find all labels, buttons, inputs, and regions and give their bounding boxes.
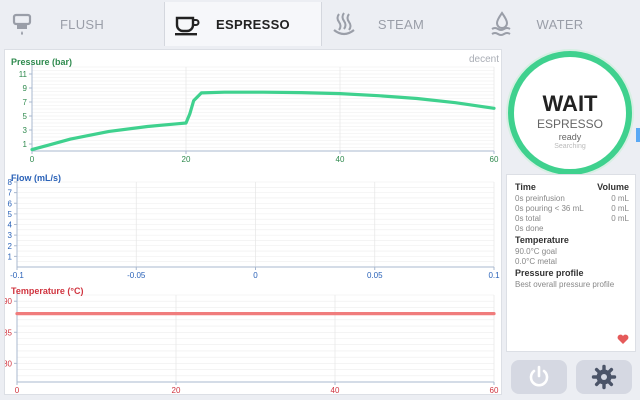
y-tick-label: 11 [19,70,28,79]
info-row-label: 0s pouring < 36 mL [515,204,584,213]
series-line [30,90,496,152]
temperature-metal: 0.0°C metal [515,257,557,266]
y-tick-label: 85 [5,328,13,337]
tab-water[interactable]: WATER [480,2,640,46]
x-tick-label: 60 [490,386,499,394]
state-text: ready [558,132,582,142]
tab-espresso-label: ESPRESSO [216,16,290,32]
x-tick-label: 20 [172,386,181,394]
status-text: WAIT [542,91,598,116]
tab-steam[interactable]: STEAM [322,2,480,46]
y-tick-label: 90 [5,297,13,306]
info-row-label: 0s total [515,214,541,223]
power-icon [529,365,549,387]
temperature-goal: 90.0°C goal [515,247,557,256]
status-dial[interactable]: WAIT ESPRESSO ready Searching [508,51,632,175]
power-button[interactable] [511,360,567,394]
x-tick-label: -0.1 [10,271,24,280]
y-tick-label: 4 [8,221,13,230]
x-tick-label: 0.05 [367,271,383,280]
temperature-header: Temperature [515,235,569,245]
edge-indicator [636,128,640,142]
heart-icon[interactable] [617,334,629,345]
time-header: Time [515,182,536,192]
tab-water-label: WATER [536,16,584,32]
info-row: 0s total 0 mL [515,214,629,223]
y-tick-label: 1 [23,140,28,149]
chart-title: Pressure (bar) [11,57,72,67]
y-tick-label: 8 [8,178,13,187]
charts-panel: decent Pressure (bar) 0 20 40 60 1 3 5 7 9 11 Flow … [4,49,502,395]
steam-icon [333,12,355,36]
water-icon [491,11,511,36]
profile-header: Pressure profile [515,268,584,278]
info-row-value: 0 mL [611,194,629,203]
x-tick-label: 0 [253,271,258,280]
info-row: 0s done [515,224,629,233]
y-tick-label: 9 [23,84,28,93]
info-row: 0s pouring < 36 mL 0 mL [515,204,629,213]
time-header-row: Time Volume [515,182,629,192]
info-row-label: 0s done [515,224,544,233]
mode-text: ESPRESSO [536,117,604,131]
espresso-cup-icon [175,16,200,36]
x-tick-label: 40 [336,155,345,164]
x-tick-label: -0.05 [127,271,146,280]
charts-svg: decent Pressure (bar)0 20 40 601357911Flow … [5,54,500,394]
x-tick-label: 0 [15,386,20,394]
y-tick-label: 5 [23,112,28,121]
chart-title: Temperature (°C) [11,286,83,296]
chart-title: Flow (mL/s) [11,173,61,183]
tab-steam-label: STEAM [377,16,425,32]
profile-name[interactable]: Best overall pressure profile [515,280,615,289]
x-tick-label: 0.1 [488,271,500,280]
y-tick-label: 3 [23,126,28,135]
flush-icon [12,13,32,35]
mode-tab-bar: FLUSH ESPRESSO STEAM WATER [0,0,640,48]
volume-header: Volume [597,182,629,192]
tab-flush-label: FLUSH [59,16,105,32]
info-row-value: 0 mL [611,214,629,223]
info-row-label: 0s preinfusion [515,194,565,203]
x-tick-label: 40 [331,386,340,394]
tab-espresso[interactable]: ESPRESSO [164,2,322,46]
y-tick-label: 2 [8,242,13,251]
tab-flush[interactable]: FLUSH [0,2,164,46]
x-tick-label: 0 [30,155,35,164]
substate-text: Searching [554,143,586,150]
y-tick-label: 80 [5,359,13,368]
info-row-value: 0 mL [611,204,629,213]
y-tick-label: 1 [8,252,13,261]
settings-button[interactable] [576,360,632,394]
gear-icon [591,364,617,390]
y-tick-label: 6 [8,199,13,208]
x-tick-label: 60 [490,155,499,164]
y-tick-label: 5 [8,210,13,219]
shot-info-panel: Time Volume 0s preinfusion 0 mL 0s pouri… [506,174,636,352]
brand-logo: decent [469,54,499,65]
x-tick-label: 20 [182,155,191,164]
info-row: 0s preinfusion 0 mL [515,194,629,203]
y-tick-label: 7 [8,189,13,198]
y-tick-label: 3 [8,231,13,240]
y-tick-label: 7 [23,98,28,107]
